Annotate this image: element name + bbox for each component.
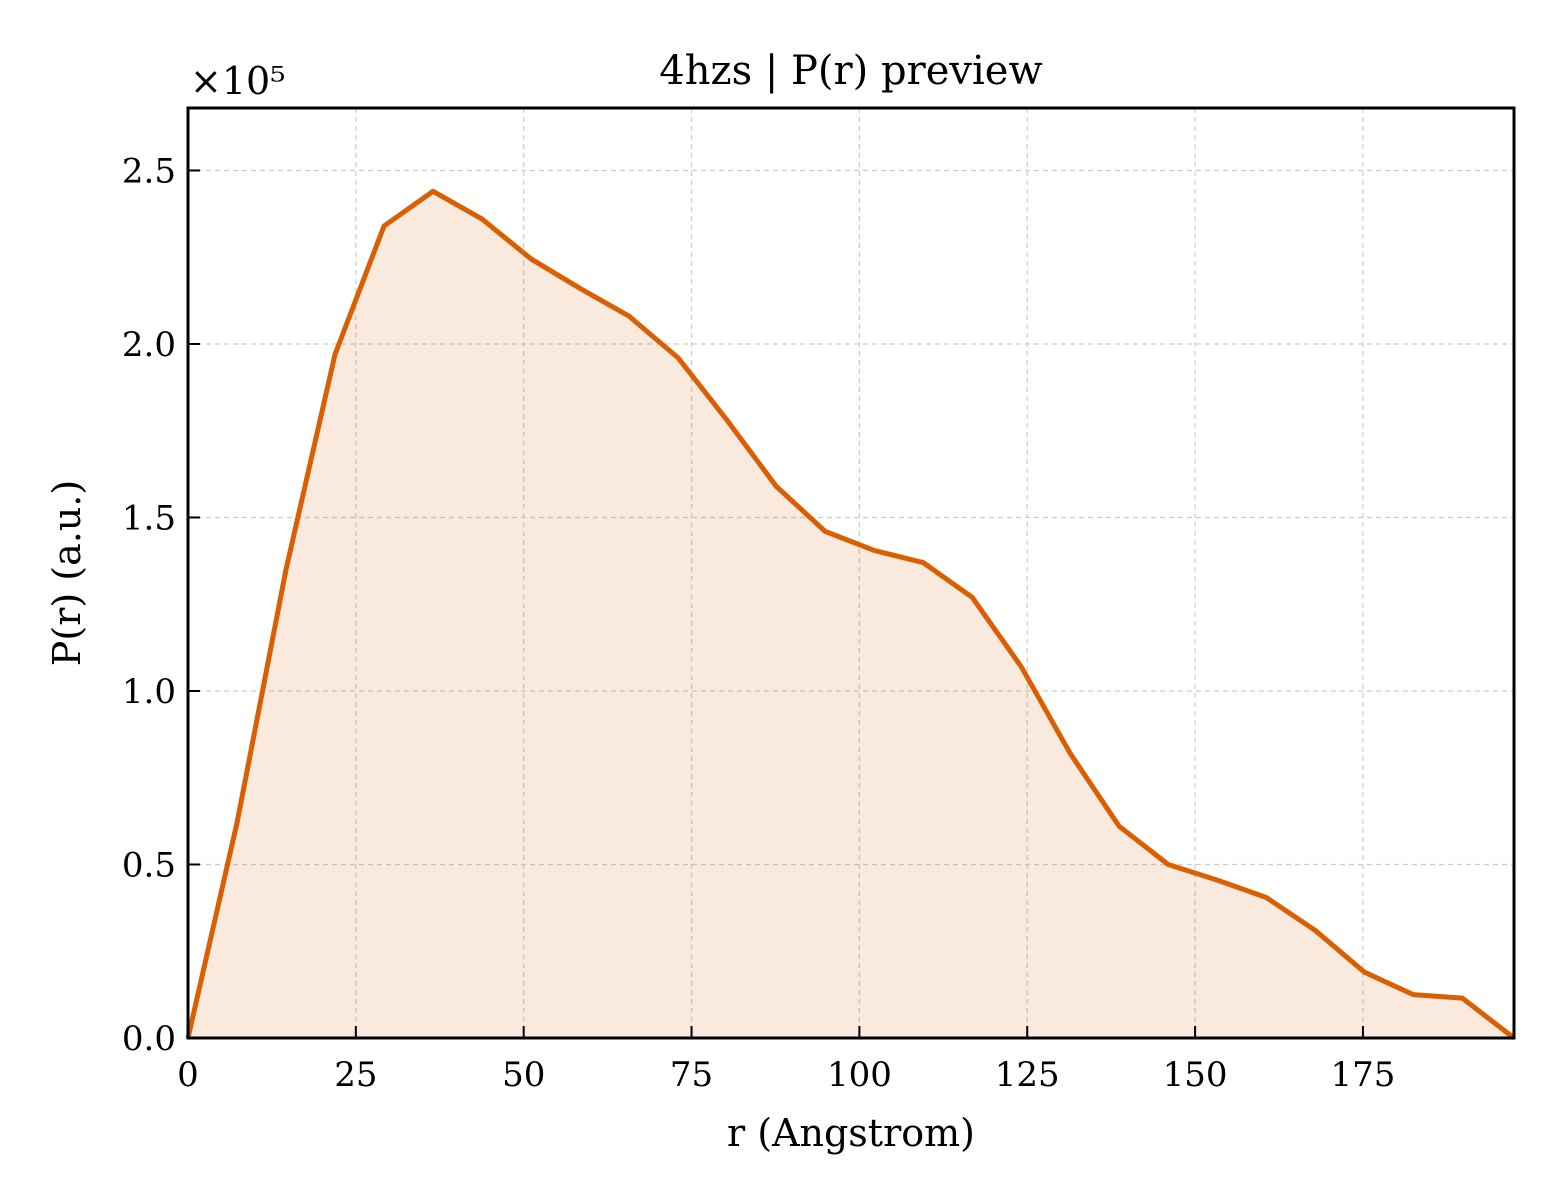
ticks-layer: 0 25 50 75 100 125 150 175 0.0 0.5 1.0 1.5 2.0 2.5	[122, 151, 1395, 1095]
x-tick-label: 175	[1330, 1055, 1395, 1095]
y-offset-label: ×10⁵	[190, 59, 285, 103]
y-tick-label: 2.5	[122, 151, 176, 191]
grid-layer	[188, 108, 1514, 1038]
x-tick-label: 0	[177, 1055, 199, 1095]
y-tick-label: 0.5	[122, 845, 176, 885]
y-axis-label: P(r) (a.u.)	[45, 480, 89, 666]
x-tick-label: 150	[1163, 1055, 1228, 1095]
chart-title: 4hzs | P(r) preview	[659, 48, 1042, 94]
pr-series-line	[185, 188, 1516, 1040]
x-tick-label: 100	[827, 1055, 892, 1095]
pr-area-fill	[188, 191, 1514, 1038]
x-tick-label: 50	[502, 1055, 545, 1095]
y-tick-label: 2.0	[122, 325, 176, 365]
y-tick-label: 1.5	[122, 498, 176, 538]
x-tick-label: 125	[995, 1055, 1060, 1095]
plot-frame	[186, 106, 1516, 1040]
y-tick-label: 0.0	[122, 1019, 176, 1059]
x-tick-label: 75	[670, 1055, 713, 1095]
y-tick-label: 1.0	[122, 672, 176, 712]
x-axis-label: r (Angstrom)	[727, 1111, 975, 1155]
x-tick-label: 25	[334, 1055, 377, 1095]
